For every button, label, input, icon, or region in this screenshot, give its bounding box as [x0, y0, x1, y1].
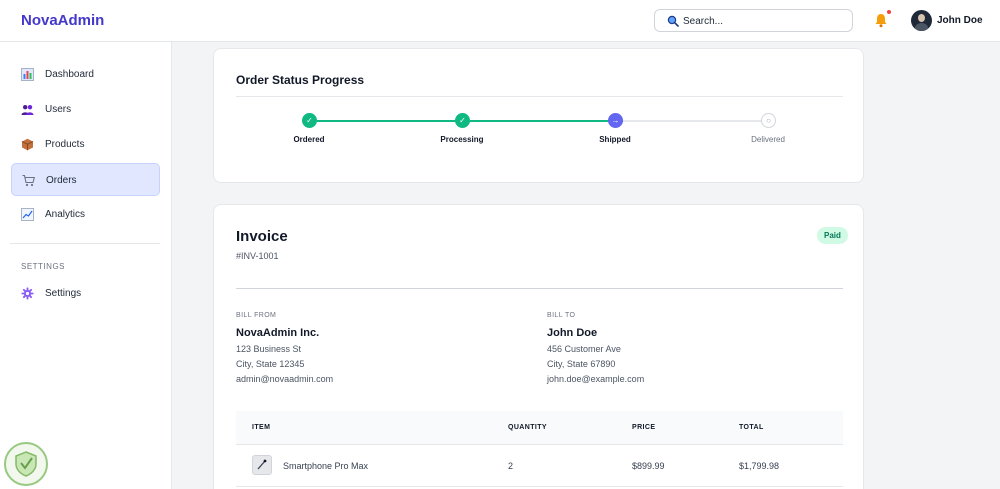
step-shipped-arrow-icon: → — [608, 113, 623, 128]
sidebar-item-settings[interactable]: Settings — [11, 277, 160, 310]
gear-icon — [21, 287, 34, 300]
invoice-title: Invoice — [236, 228, 288, 245]
table-header: ITEM QUANTITY PRICE TOTAL — [236, 411, 843, 445]
sidebar-item-users[interactable]: Users — [11, 93, 160, 126]
progress-track-complete — [317, 120, 623, 122]
box-icon — [21, 138, 34, 151]
bill-to-city: City, State 67890 — [547, 359, 616, 369]
user-name[interactable]: John Doe — [937, 15, 983, 26]
step-label-delivered: Delivered — [751, 135, 785, 144]
progress-track-remaining — [623, 120, 769, 122]
sidebar: Dashboard Users Products Orders — [0, 42, 172, 489]
trend-icon — [21, 208, 34, 221]
column-header-price: PRICE — [632, 424, 656, 431]
sidebar-item-analytics[interactable]: Analytics — [11, 198, 160, 231]
divider — [236, 96, 843, 97]
order-progress-card: Order Status Progress ✓ ✓ → ○ Ordered Pr… — [213, 48, 864, 183]
sidebar-divider — [10, 243, 160, 244]
bill-from: BILL FROM NovaAdmin Inc. 123 Business St… — [236, 312, 496, 384]
section-title-settings: SETTINGS — [21, 262, 66, 271]
invoice-items-table: ITEM QUANTITY PRICE TOTAL Smartphone Pro… — [236, 411, 843, 487]
shield-icon — [15, 451, 37, 477]
sidebar-item-dashboard[interactable]: Dashboard — [11, 58, 160, 91]
bill-from-address: 123 Business St — [236, 344, 302, 354]
sidebar-item-label: Products — [45, 139, 85, 150]
brand-logo[interactable]: NovaAdmin — [21, 12, 105, 29]
search-icon — [667, 15, 679, 27]
cell-total: $1,799.98 — [739, 461, 780, 471]
bill-to: BILL TO John Doe 456 Customer Ave City, … — [547, 312, 807, 384]
column-header-quantity: QUANTITY — [508, 424, 547, 431]
bill-from-city: City, State 12345 — [236, 359, 305, 369]
invoice-number: #INV-1001 — [236, 251, 279, 261]
divider — [236, 288, 843, 289]
bill-to-address: 456 Customer Ave — [547, 344, 621, 354]
bill-to-email: john.doe@example.com — [547, 374, 645, 384]
chart-icon — [21, 68, 34, 81]
sidebar-item-label: Analytics — [45, 209, 86, 220]
bill-from-email: admin@novaadmin.com — [236, 374, 334, 384]
sidebar-item-products[interactable]: Products — [11, 128, 160, 161]
notification-dot — [887, 10, 891, 14]
step-ordered-check-icon: ✓ — [302, 113, 317, 128]
bell-icon[interactable] — [874, 13, 888, 28]
step-delivered-circle-icon: ○ — [761, 113, 776, 128]
smartphone-icon — [257, 459, 267, 470]
column-header-item: ITEM — [252, 424, 271, 431]
cell-quantity: 2 — [508, 461, 514, 471]
cart-icon — [22, 174, 35, 187]
progress-title: Order Status Progress — [236, 73, 365, 87]
bill-to-caption: BILL TO — [547, 312, 576, 319]
watermark-logo — [4, 442, 48, 486]
step-label-ordered: Ordered — [293, 135, 325, 144]
search-input[interactable] — [683, 13, 843, 29]
invoice-card: Invoice #INV-1001 Paid BILL FROM NovaAdm… — [213, 204, 864, 489]
sidebar-item-label: Settings — [45, 288, 82, 299]
column-header-total: TOTAL — [739, 424, 764, 431]
top-bar: NovaAdmin John Doe — [0, 0, 1000, 42]
sidebar-item-orders[interactable]: Orders — [11, 163, 160, 196]
step-label-processing: Processing — [440, 135, 484, 144]
cell-item: Smartphone Pro Max — [283, 461, 369, 471]
product-thumbnail — [252, 455, 272, 475]
status-badge: Paid — [817, 227, 848, 244]
sidebar-item-label: Dashboard — [45, 69, 94, 80]
cell-price: $899.99 — [632, 461, 665, 471]
bill-from-caption: BILL FROM — [236, 312, 277, 319]
users-icon — [21, 105, 34, 115]
bill-from-name: NovaAdmin Inc. — [236, 327, 320, 339]
step-processing-check-icon: ✓ — [455, 113, 470, 128]
bill-to-name: John Doe — [547, 327, 598, 339]
table-row[interactable]: Smartphone Pro Max 2 $899.99 $1,799.98 — [236, 445, 843, 487]
avatar[interactable] — [911, 10, 932, 31]
sidebar-item-label: Orders — [46, 175, 77, 186]
sidebar-item-label: Users — [45, 104, 72, 115]
step-label-shipped: Shipped — [599, 135, 631, 144]
search-box[interactable] — [654, 9, 853, 32]
